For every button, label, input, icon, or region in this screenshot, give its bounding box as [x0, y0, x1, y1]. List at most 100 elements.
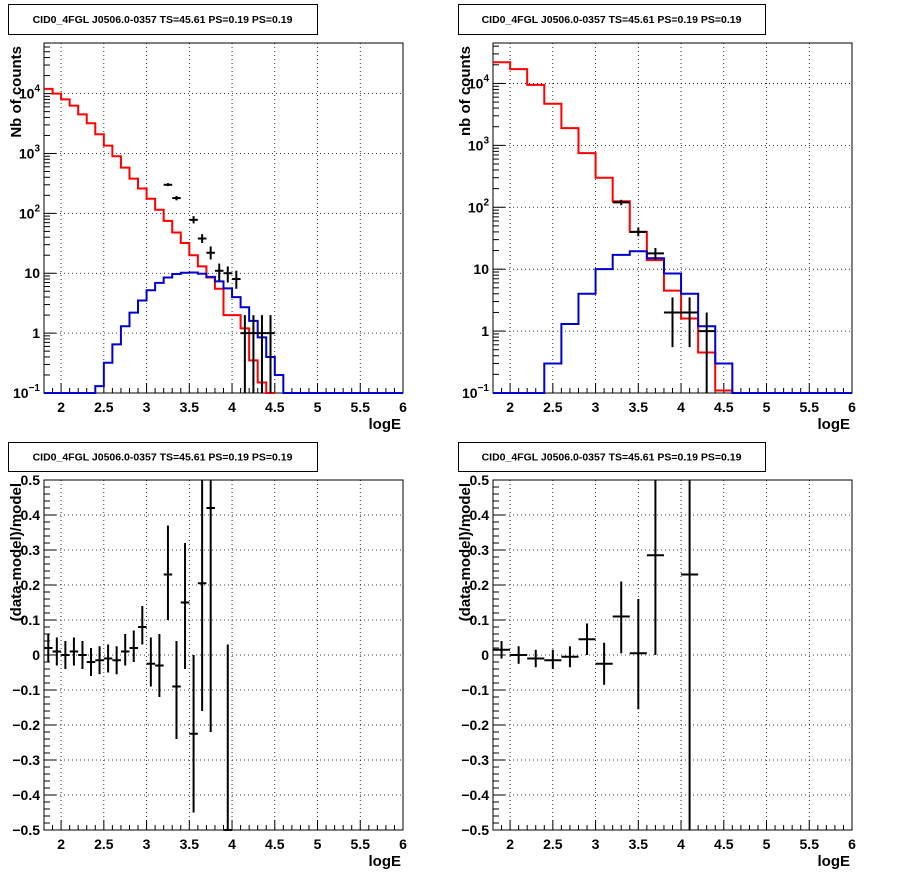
x-tick-label: 4: [228, 836, 236, 852]
y-tick-label-base: 10: [468, 199, 484, 215]
x-tick-label: 3: [592, 399, 600, 415]
data-layer: [493, 480, 699, 830]
y-tick-label: −0.2: [461, 717, 489, 733]
x-tick-label: 4.5: [714, 399, 734, 415]
data-point: [612, 581, 630, 654]
y-tick-label: 0.1: [470, 612, 490, 628]
data-point: [86, 648, 96, 676]
y-tick-label-exponent: 3: [483, 135, 489, 146]
y-tick-label-base: 10: [13, 385, 29, 401]
y-tick-label-base: −0.4: [461, 787, 489, 803]
plot-frame: [492, 479, 853, 831]
y-tick-label-base: 10: [24, 265, 40, 281]
y-tick-label-exponent: 4: [34, 84, 40, 95]
y-tick-label-base: 0.3: [470, 542, 490, 558]
grid-lines: [493, 479, 853, 831]
x-tick-label: 2: [57, 836, 65, 852]
data-points: [44, 480, 233, 831]
chart-title-box: [458, 442, 766, 472]
grid-lines: [44, 479, 404, 831]
x-tick-label: 3: [592, 836, 600, 852]
chart-title: CID0_4FGL J0506.0-0357 TS=45.61 PS=0.19 …: [33, 452, 293, 464]
y-tick-label: 104: [468, 73, 490, 91]
y-tick-label: 1: [32, 325, 40, 341]
data-point: [629, 599, 647, 710]
chart-title-box: [458, 4, 766, 35]
y-axis-title: Nb of counts: [8, 46, 25, 138]
x-tick-label: 5.5: [351, 399, 371, 415]
y-tick-label-base: −0.5: [12, 822, 40, 838]
data-point: [197, 234, 207, 243]
y-tick-label: 0: [481, 647, 489, 663]
y-tick-label-base: 0.1: [470, 612, 490, 628]
data-point: [197, 480, 207, 711]
y-tick-label-exponent: 3: [34, 143, 40, 154]
x-tick-label: 2: [506, 399, 514, 415]
y-tick-label-base: −0.3: [12, 752, 40, 768]
data-point: [561, 646, 579, 668]
y-tick-label: −0.1: [12, 682, 40, 698]
data-layer: [44, 480, 233, 831]
data-points: [493, 480, 699, 830]
data-point: [249, 315, 258, 393]
x-tick-label: 4: [677, 836, 685, 852]
y-tick-label: 0.2: [470, 577, 490, 593]
x-tick-label: 2.5: [94, 399, 114, 415]
data-point: [129, 630, 139, 662]
data-point: [681, 297, 699, 348]
x-tick-label: 3.5: [180, 399, 200, 415]
y-axis-title: (data-model)/model: [8, 483, 25, 621]
data-point: [78, 641, 87, 669]
data-point: [612, 199, 630, 206]
x-tick-label: 4.5: [714, 836, 734, 852]
x-tick-label: 5.5: [351, 836, 371, 852]
x-tick-label: 5.5: [800, 399, 820, 415]
y-tick-label-base: 10: [19, 86, 35, 102]
x-tick-label: 2.5: [543, 399, 563, 415]
data-point: [180, 543, 190, 669]
chart-panel-bl: CID0_4FGL J0506.0-0357 TS=45.61 PS=0.19 …: [8, 442, 407, 870]
y-tick-label-exponent: −1: [29, 383, 41, 394]
y-tick-label-exponent: 2: [34, 203, 40, 214]
y-tick-label: 104: [19, 84, 41, 102]
y-tick-label: −0.2: [12, 717, 40, 733]
data-point: [698, 312, 716, 393]
x-axis-title: logE: [369, 853, 402, 870]
data-point: [189, 655, 198, 813]
x-tick-label: 4.5: [265, 399, 285, 415]
y-tick-label: −0.5: [461, 822, 489, 838]
x-tick-label: 2.5: [94, 836, 114, 852]
x-tick-label: 5: [314, 399, 322, 415]
y-tick-label: 0.4: [21, 507, 41, 523]
x-tick-label: 3.5: [629, 399, 649, 415]
x-tick-label: 2: [506, 836, 514, 852]
y-tick-label: 0.3: [470, 542, 490, 558]
data-point: [578, 623, 596, 655]
x-tick-label: 3: [143, 836, 151, 852]
x-axis-title: logE: [818, 416, 851, 433]
y-tick-label-base: 0.1: [21, 612, 41, 628]
data-point: [681, 480, 699, 830]
y-tick-label: 102: [468, 197, 490, 215]
y-tick-label-base: 10: [19, 145, 35, 161]
y-axis-title: nb of counts: [457, 46, 474, 136]
y-tick-label: 102: [19, 203, 41, 221]
y-tick-label-base: −0.5: [461, 822, 489, 838]
x-tick-label: 5: [763, 836, 771, 852]
data-point: [155, 634, 164, 697]
data-point: [103, 644, 113, 673]
x-tick-label: 4: [228, 399, 236, 415]
data-point: [52, 637, 62, 666]
plot-frame: [43, 42, 404, 394]
y-tick-label-base: 0.2: [470, 577, 490, 593]
y-tick-label: −0.5: [12, 822, 40, 838]
x-tick-label: 6: [848, 399, 856, 415]
data-point: [223, 644, 233, 831]
y-tick-label: 103: [19, 143, 41, 161]
y-tick-label: 10: [473, 261, 489, 277]
chart-panel-tr: CID0_4FGL J0506.0-0357 TS=45.61 PS=0.19 …: [457, 4, 856, 433]
x-tick-label: 2.5: [543, 836, 563, 852]
x-tick-label: 2: [57, 399, 65, 415]
chart-title: CID0_4FGL J0506.0-0357 TS=45.61 PS=0.19 …: [482, 14, 742, 26]
data-point: [629, 227, 647, 237]
